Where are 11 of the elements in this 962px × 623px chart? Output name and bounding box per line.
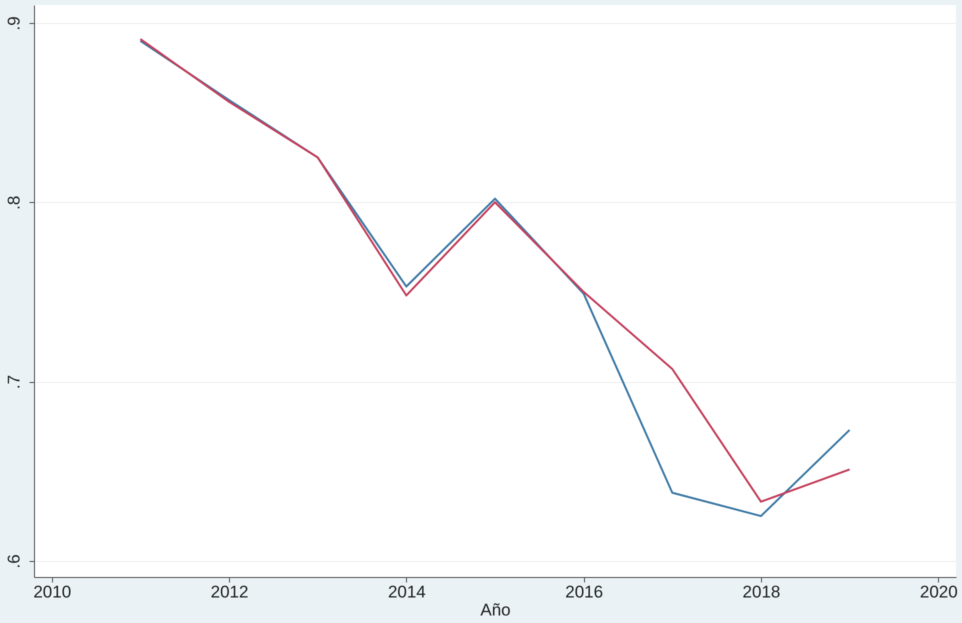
x-tick-label: 2020: [920, 582, 958, 602]
y-tick-label: .8: [4, 196, 24, 210]
x-tick-label: 2010: [33, 582, 72, 602]
y-tick-label: .7: [4, 374, 24, 390]
x-tick-label: 2016: [565, 582, 604, 602]
x-tick-label: 2012: [210, 582, 248, 602]
x-axis-title: Año: [480, 600, 511, 620]
y-tick-label: .6: [4, 554, 24, 568]
x-tick-label: 2014: [388, 582, 426, 602]
x-tick-label: 2018: [742, 582, 780, 602]
y-tick-label: .9: [4, 16, 24, 31]
